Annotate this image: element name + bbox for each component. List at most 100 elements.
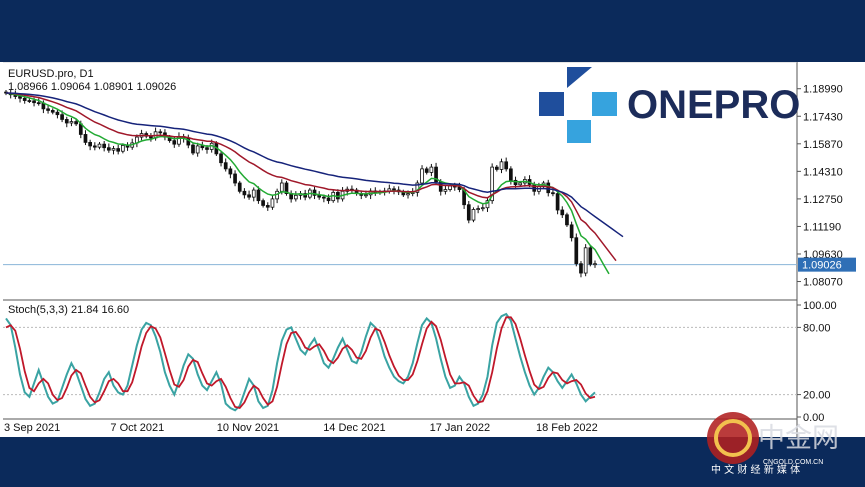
candle [485, 198, 490, 212]
candle [340, 187, 345, 202]
candle [83, 130, 88, 146]
current-price-label: 1.09026 [802, 260, 842, 272]
candle [102, 140, 107, 152]
chart-canvas: 1.18990 1.17430 1.15870 1.14310 1.12750 1.111… [3, 62, 856, 437]
candle [265, 202, 270, 211]
stoch-tick-label: 80.00 [803, 322, 831, 334]
time-tick-label: 14 Dec 2021 [323, 422, 385, 434]
watermark-slogan: 中 文 财 经 新 媒 体 [711, 463, 800, 476]
time-axis-ticks: 3 Sep 2021 7 Oct 2021 10 Nov 2021 14 Dec 20… [4, 422, 598, 434]
candle [92, 142, 97, 151]
ma-fast-line [5, 92, 610, 275]
candle [350, 185, 354, 194]
candle [471, 207, 476, 223]
candle [499, 158, 504, 174]
time-tick-label: 3 Sep 2021 [4, 422, 60, 434]
candle [490, 163, 495, 204]
price-tick-label: 1.08070 [803, 277, 843, 289]
candle [97, 142, 102, 150]
candle [560, 206, 565, 218]
ohlc-values: 1.08966 1.09064 1.08901 1.09026 [8, 81, 176, 93]
candle [480, 203, 485, 212]
candle [569, 221, 574, 242]
candle [354, 187, 359, 196]
candle [200, 141, 205, 151]
candle [223, 158, 228, 172]
time-tick-label: 10 Nov 2021 [217, 422, 279, 434]
candle [219, 150, 223, 167]
stoch-tick-label: 0.00 [803, 412, 824, 424]
candle [476, 205, 480, 214]
chart-panel: 1.18990 1.17430 1.15870 1.14310 1.12750 1.111… [0, 62, 865, 437]
candle [27, 98, 32, 104]
candle [293, 191, 298, 202]
time-tick-label: 18 Feb 2022 [536, 422, 598, 434]
candle [312, 186, 317, 200]
candle [546, 179, 551, 197]
candle [593, 260, 597, 268]
candle [466, 201, 471, 224]
candle [177, 132, 181, 147]
price-tick-label: 1.12750 [803, 194, 843, 206]
candle [50, 108, 55, 115]
watermark-domain: CNGOLD.COM.CN [763, 459, 823, 466]
candle [116, 144, 121, 155]
candle [494, 164, 499, 172]
price-tick-label: 1.11190 [803, 221, 841, 233]
ma-mid-line [5, 92, 617, 262]
candle [284, 180, 289, 196]
candle [565, 212, 569, 227]
candle [64, 116, 69, 128]
candle [125, 142, 130, 151]
candle [555, 190, 560, 215]
brand-name: ONEPRO [627, 83, 800, 127]
candle [270, 194, 275, 210]
symbol-label: EURUSD.pro, D1 [8, 68, 94, 80]
candle [434, 162, 438, 185]
candle [195, 142, 200, 157]
candle [261, 198, 265, 208]
stoch-tick-label: 20.00 [803, 390, 831, 402]
candle [36, 98, 41, 106]
price-tick-label: 1.18990 [803, 84, 843, 96]
candle [289, 190, 293, 203]
candle [106, 143, 111, 153]
candle [69, 117, 74, 127]
candle [247, 190, 251, 200]
candle [588, 245, 593, 267]
time-tick-label: 7 Oct 2021 [110, 422, 164, 434]
price-tick-label: 1.14310 [803, 166, 843, 178]
candle [424, 166, 429, 175]
candle [583, 244, 588, 277]
candle [504, 157, 509, 172]
candle [46, 105, 50, 114]
stoch-signal-line [5, 316, 596, 410]
candle [74, 119, 78, 126]
onepro-logo: ONEPRO [539, 67, 800, 143]
onepro-cross-icon [539, 67, 617, 143]
candle [242, 188, 247, 199]
time-tick-label: 17 Jan 2022 [430, 422, 491, 434]
stoch-tick-label: 100.00 [803, 300, 837, 312]
candle [228, 166, 233, 179]
stoch-title: Stoch(5,3,3) 21.84 16.60 [8, 304, 129, 316]
stoch-main-line [5, 312, 596, 412]
candle [111, 145, 116, 155]
candle [420, 165, 424, 187]
ma-slow-line [5, 92, 624, 238]
candle [88, 139, 92, 151]
candle [251, 187, 256, 202]
price-tick-label: 1.17430 [803, 111, 843, 123]
current-price-badge [798, 257, 856, 272]
candle [415, 180, 420, 197]
candle [191, 142, 195, 156]
candle [275, 188, 279, 204]
candle [298, 190, 303, 200]
price-tick-label: 1.15870 [803, 139, 843, 151]
candle [443, 185, 448, 195]
candle [429, 163, 434, 177]
candle [233, 170, 237, 187]
candle [579, 261, 583, 278]
candle [55, 109, 60, 119]
